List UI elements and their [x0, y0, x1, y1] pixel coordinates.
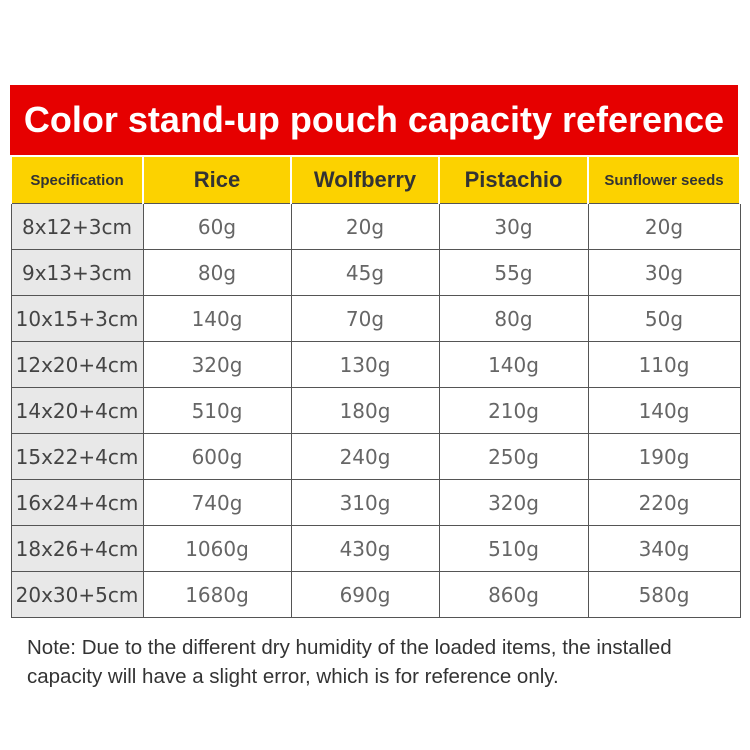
- capacity-cell: 210g: [438, 387, 589, 434]
- capacity-cell: 80g: [142, 249, 292, 296]
- capacity-cell: 1060g: [142, 525, 292, 572]
- column-header: Specification: [10, 157, 144, 204]
- capacity-cell: 220g: [587, 479, 741, 526]
- spec-cell: 8x12+3cm: [10, 203, 144, 250]
- capacity-cell: 600g: [142, 433, 292, 480]
- capacity-cell: 140g: [438, 341, 589, 388]
- spec-cell: 20x30+5cm: [10, 571, 144, 618]
- spec-cell: 9x13+3cm: [10, 249, 144, 296]
- column-header: Sunflower seeds: [587, 157, 741, 204]
- capacity-cell: 510g: [438, 525, 589, 572]
- capacity-cell: 60g: [142, 203, 292, 250]
- capacity-cell: 30g: [438, 203, 589, 250]
- table-row: 20x30+5cm 1680g 690g 860g 580g: [10, 571, 741, 618]
- capacity-cell: 180g: [290, 387, 440, 434]
- capacity-cell: 320g: [438, 479, 589, 526]
- header-row: Specification Rice Wolfberry Pistachio Sunfl…: [10, 157, 741, 204]
- capacity-cell: 20g: [290, 203, 440, 250]
- capacity-cell: 140g: [142, 295, 292, 342]
- capacity-cell: 580g: [587, 571, 741, 618]
- table-row: 8x12+3cm 60g 20g 30g 20g: [10, 203, 741, 250]
- spec-cell: 15x22+4cm: [10, 433, 144, 480]
- column-header: Wolfberry: [290, 157, 440, 204]
- capacity-cell: 320g: [142, 341, 292, 388]
- title-banner: Color stand-up pouch capacity reference: [10, 85, 738, 155]
- column-header: Rice: [142, 157, 292, 204]
- capacity-cell: 190g: [587, 433, 741, 480]
- capacity-cell: 55g: [438, 249, 589, 296]
- capacity-cell: 510g: [142, 387, 292, 434]
- spec-cell: 16x24+4cm: [10, 479, 144, 526]
- table-row: 15x22+4cm 600g 240g 250g 190g: [10, 433, 741, 480]
- capacity-cell: 45g: [290, 249, 440, 296]
- table-row: 9x13+3cm 80g 45g 55g 30g: [10, 249, 741, 296]
- capacity-cell: 20g: [587, 203, 741, 250]
- capacity-cell: 310g: [290, 479, 440, 526]
- capacity-cell: 50g: [587, 295, 741, 342]
- capacity-cell: 430g: [290, 525, 440, 572]
- spec-cell: 18x26+4cm: [10, 525, 144, 572]
- capacity-cell: 30g: [587, 249, 741, 296]
- note-text: Note: Due to the different dry humidity …: [27, 636, 672, 688]
- table-row: 18x26+4cm 1060g 430g 510g 340g: [10, 525, 741, 572]
- capacity-cell: 140g: [587, 387, 741, 434]
- capacity-cell: 860g: [438, 571, 589, 618]
- capacity-cell: 250g: [438, 433, 589, 480]
- spec-cell: 14x20+4cm: [10, 387, 144, 434]
- capacity-cell: 240g: [290, 433, 440, 480]
- capacity-cell: 70g: [290, 295, 440, 342]
- column-header: Pistachio: [438, 157, 589, 204]
- capacity-cell: 690g: [290, 571, 440, 618]
- spec-cell: 12x20+4cm: [10, 341, 144, 388]
- capacity-cell: 340g: [587, 525, 741, 572]
- table-row: 14x20+4cm 510g 180g 210g 140g: [10, 387, 741, 434]
- capacity-cell: 740g: [142, 479, 292, 526]
- table-row: 10x15+3cm 140g 70g 80g 50g: [10, 295, 741, 342]
- table-row: 12x20+4cm 320g 130g 140g 110g: [10, 341, 741, 388]
- capacity-table: Specification Rice Wolfberry Pistachio Sunfl…: [10, 157, 741, 618]
- spec-cell: 10x15+3cm: [10, 295, 144, 342]
- capacity-cell: 130g: [290, 341, 440, 388]
- table-row: 16x24+4cm 740g 310g 320g 220g: [10, 479, 741, 526]
- capacity-cell: 80g: [438, 295, 589, 342]
- capacity-cell: 1680g: [142, 571, 292, 618]
- capacity-cell: 110g: [587, 341, 741, 388]
